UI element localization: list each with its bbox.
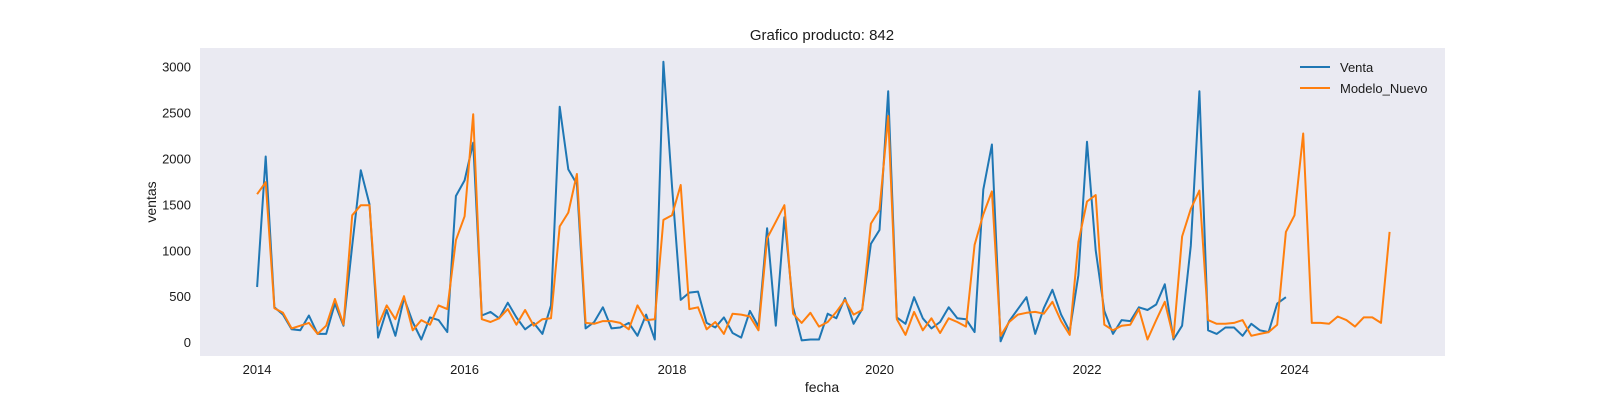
y-tick-label: 2000 xyxy=(162,151,191,166)
x-tick-label: 2024 xyxy=(1280,362,1309,377)
legend: Venta Modelo_Nuevo xyxy=(1300,60,1427,96)
legend-label-venta: Venta xyxy=(1340,60,1374,75)
y-tick-label: 1000 xyxy=(162,243,191,258)
x-tick-label: 2018 xyxy=(658,362,687,377)
y-tick-label: 3000 xyxy=(162,59,191,74)
plot-background xyxy=(200,48,1445,356)
series-line-modelo-nuevo xyxy=(256,113,1391,341)
x-tick-label: 2016 xyxy=(450,362,479,377)
x-tick-label: 2020 xyxy=(865,362,894,377)
legend-label-modelo-nuevo: Modelo_Nuevo xyxy=(1340,81,1427,96)
y-tick-label: 500 xyxy=(169,289,191,304)
chart-title: Grafico producto: 842 xyxy=(750,27,894,44)
y-tick-label: 2500 xyxy=(162,105,191,120)
x-tick-label: 2014 xyxy=(243,362,272,377)
y-tick-label: 0 xyxy=(184,335,191,350)
y-tick-label: 1500 xyxy=(162,197,191,212)
series-line-venta xyxy=(256,60,1287,343)
x-tick-label: 2022 xyxy=(1073,362,1102,377)
x-axis-label: fecha xyxy=(805,379,839,395)
y-axis-label: ventas xyxy=(143,181,159,222)
